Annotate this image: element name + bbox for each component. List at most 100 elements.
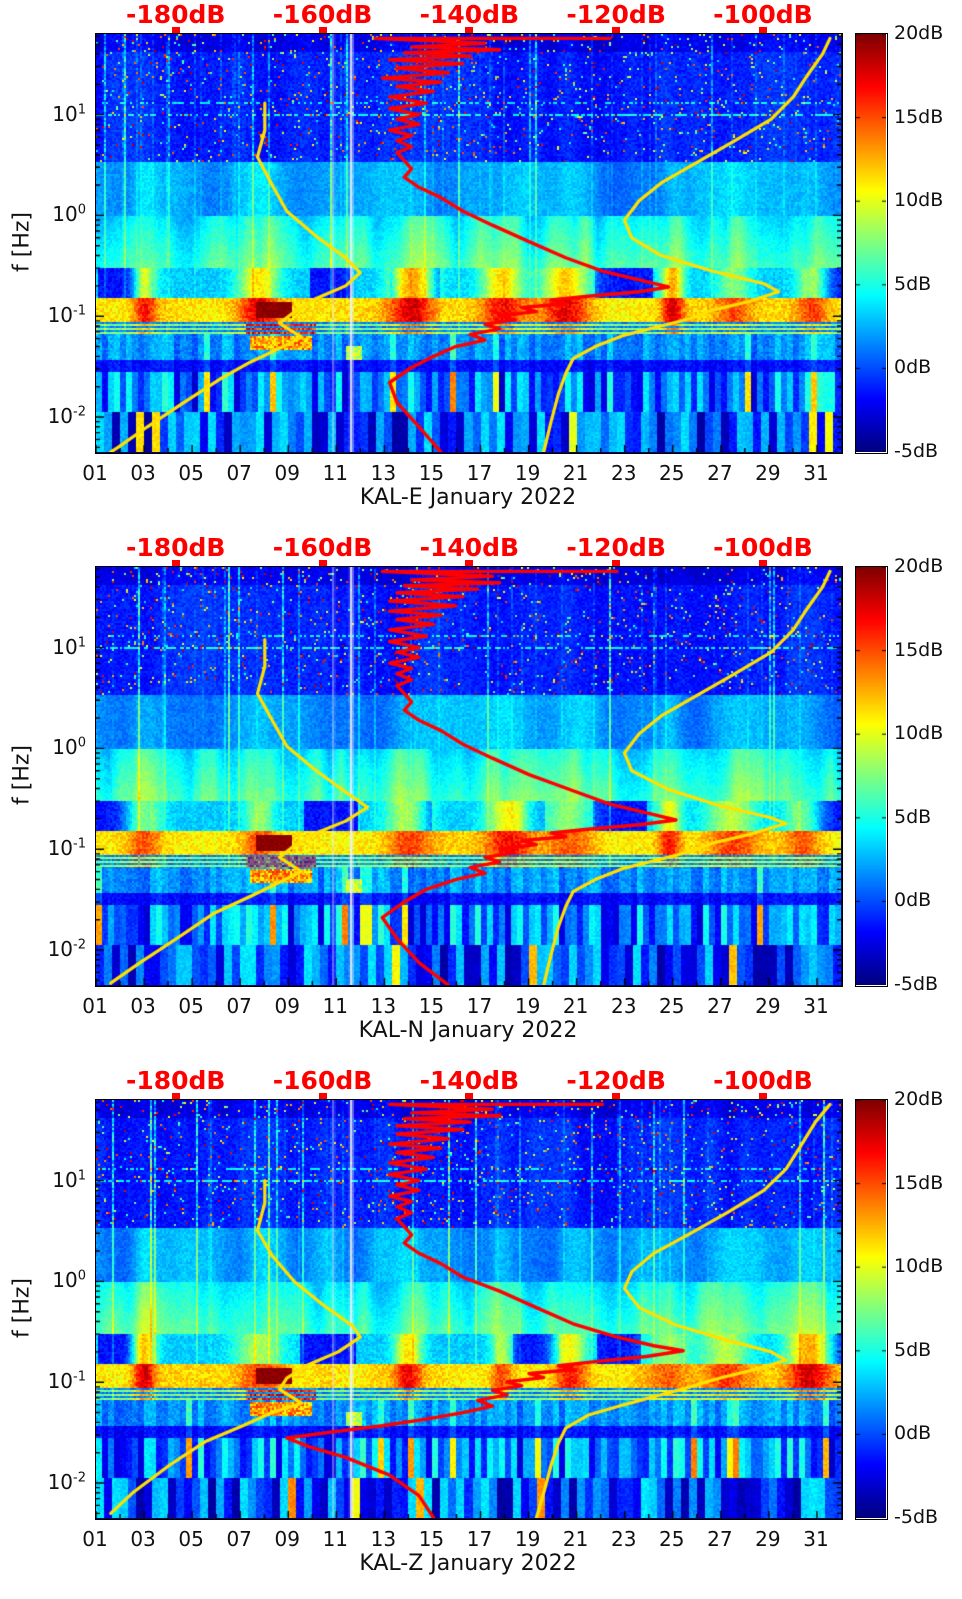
colorbar-tick-label: -5dB bbox=[894, 1506, 939, 1528]
y-axis-label: f [Hz] bbox=[9, 745, 35, 805]
x-axis-tick-label: 15 bbox=[418, 994, 445, 1018]
top-axis-tick-label: -120dB bbox=[566, 0, 666, 29]
colorbar-tick-label: 5dB bbox=[894, 805, 932, 828]
top-axis-tick-label: -140dB bbox=[419, 533, 520, 562]
colorbar bbox=[855, 33, 888, 454]
x-axis-tick-label: 23 bbox=[610, 461, 637, 485]
x-axis-tick-label: 27 bbox=[707, 994, 733, 1018]
x-axis-tick-label: 15 bbox=[418, 461, 445, 485]
x-axis-title: KAL-Z January 2022 bbox=[359, 1551, 577, 1576]
y-axis-tick-label: 100 bbox=[52, 202, 86, 227]
spectrogram-canvas bbox=[96, 1100, 841, 1518]
x-axis-tick-label: 09 bbox=[274, 1527, 300, 1551]
x-axis-tick-label: 03 bbox=[130, 461, 156, 485]
x-axis-tick-label: 05 bbox=[178, 994, 204, 1018]
x-axis-tick-label: 25 bbox=[659, 994, 685, 1018]
x-axis-tick-label: 19 bbox=[514, 994, 541, 1018]
x-axis-tick-label: 21 bbox=[562, 994, 589, 1018]
x-axis-tick-label: 15 bbox=[418, 1527, 445, 1551]
x-axis-tick-label: 21 bbox=[562, 1527, 589, 1551]
top-axis-tick-label: -180dB bbox=[125, 0, 226, 29]
top-axis-tick-label: -140dB bbox=[419, 1066, 520, 1095]
x-axis-tick-label: 07 bbox=[226, 994, 252, 1018]
colorbar-tick-label: 5dB bbox=[894, 1338, 932, 1361]
y-axis-tick-label: 10-1 bbox=[47, 836, 86, 861]
x-axis-tick-label: 11 bbox=[322, 1527, 349, 1551]
x-axis-tick-label: 05 bbox=[178, 1527, 204, 1551]
top-axis-tick-label: -120dB bbox=[566, 533, 666, 562]
colorbar-tick-label: 0dB bbox=[894, 889, 932, 912]
colorbar-tick-label: 0dB bbox=[894, 356, 932, 379]
top-axis-tick-label: -100dB bbox=[713, 1066, 813, 1095]
x-axis-tick-label: 31 bbox=[803, 461, 829, 485]
y-axis-tick-label: 101 bbox=[52, 101, 86, 126]
colorbar-tick-label: 20dB bbox=[894, 22, 944, 44]
x-axis-tick-label: 11 bbox=[322, 461, 349, 485]
x-axis-title: KAL-N January 2022 bbox=[358, 1018, 578, 1043]
x-axis-tick-label: 01 bbox=[82, 994, 108, 1018]
top-axis-tick-label: -160dB bbox=[272, 1066, 373, 1095]
x-axis-tick-label: 17 bbox=[466, 1527, 493, 1551]
spectrogram-panel-kal-e: -180dB -160dB -140dB -120dB -100dB f [Hz] 10… bbox=[0, 0, 962, 533]
x-axis-tick-label: 01 bbox=[82, 461, 108, 485]
colorbar-canvas bbox=[856, 1100, 886, 1518]
top-axis-tick-label: -140dB bbox=[419, 0, 520, 29]
plot-area bbox=[95, 33, 843, 454]
y-axis-tick-label: 10-2 bbox=[47, 404, 86, 429]
spectrogram-panel-kal-n: -180dB -160dB -140dB -120dB -100dB f [Hz] 10… bbox=[0, 533, 962, 1066]
x-axis-tick-label: 27 bbox=[707, 461, 733, 485]
colorbar-tick-label: 10dB bbox=[894, 189, 944, 212]
x-axis-tick-label: 03 bbox=[130, 1527, 156, 1551]
top-axis-tick-label: -180dB bbox=[125, 1066, 226, 1095]
colorbar-tick-label: 0dB bbox=[894, 1422, 932, 1445]
top-axis-tick-label: -160dB bbox=[272, 0, 373, 29]
colorbar-tick-label: 20dB bbox=[894, 555, 944, 577]
x-axis-tick-label: 29 bbox=[755, 1527, 781, 1551]
colorbar-tick-label: 10dB bbox=[894, 722, 944, 745]
x-axis-tick-label: 17 bbox=[466, 461, 493, 485]
x-axis-tick-label: 13 bbox=[370, 994, 397, 1018]
x-axis-tick-label: 19 bbox=[514, 461, 541, 485]
colorbar-tick-label: 5dB bbox=[894, 272, 932, 295]
x-axis-tick-label: 19 bbox=[514, 1527, 541, 1551]
y-axis-tick-label: 101 bbox=[52, 634, 86, 659]
top-axis-tick-label: -100dB bbox=[713, 0, 813, 29]
x-axis-tick-label: 29 bbox=[755, 994, 781, 1018]
colorbar-tick-label: 10dB bbox=[894, 1255, 944, 1278]
y-axis-label: f [Hz] bbox=[9, 1278, 35, 1338]
y-axis-tick-label: 10-1 bbox=[47, 1369, 86, 1394]
x-axis-tick-label: 25 bbox=[659, 461, 685, 485]
top-axis-tick-label: -160dB bbox=[272, 533, 373, 562]
spectrogram-canvas bbox=[96, 34, 841, 452]
colorbar-tick-label: 15dB bbox=[894, 638, 944, 661]
y-axis-label: f [Hz] bbox=[9, 212, 35, 272]
y-axis-tick-label: 10-2 bbox=[47, 937, 86, 962]
colorbar-tick-label: 15dB bbox=[894, 1171, 944, 1194]
y-axis-tick-label: 10-1 bbox=[47, 303, 86, 328]
colorbar-canvas bbox=[856, 567, 886, 985]
top-axis-tick-label: -100dB bbox=[713, 533, 813, 562]
top-axis-tick-label: -180dB bbox=[125, 533, 226, 562]
x-axis-tick-label: 01 bbox=[82, 1527, 108, 1551]
colorbar bbox=[855, 566, 888, 987]
colorbar-tick-label: -5dB bbox=[894, 440, 939, 462]
x-axis-tick-label: 13 bbox=[370, 461, 397, 485]
x-axis-tick-label: 09 bbox=[274, 461, 300, 485]
top-axis-tick-label: -120dB bbox=[566, 1066, 666, 1095]
x-axis-tick-label: 31 bbox=[803, 1527, 829, 1551]
x-axis-tick-label: 21 bbox=[562, 461, 589, 485]
y-axis-tick-label: 101 bbox=[52, 1167, 86, 1192]
colorbar-canvas bbox=[856, 34, 886, 452]
colorbar-tick-label: 20dB bbox=[894, 1088, 944, 1110]
spectrogram-panel-kal-z: -180dB -160dB -140dB -120dB -100dB f [Hz] 10… bbox=[0, 1066, 962, 1599]
x-axis-tick-label: 25 bbox=[659, 1527, 685, 1551]
x-axis-tick-label: 05 bbox=[178, 461, 204, 485]
colorbar-tick-label: -5dB bbox=[894, 973, 939, 995]
x-axis-tick-label: 03 bbox=[130, 994, 156, 1018]
y-axis-tick-label: 100 bbox=[52, 1268, 86, 1293]
x-axis-tick-label: 29 bbox=[755, 461, 781, 485]
plot-area bbox=[95, 566, 843, 987]
colorbar-tick-label: 15dB bbox=[894, 105, 944, 128]
x-axis-tick-label: 07 bbox=[226, 461, 252, 485]
